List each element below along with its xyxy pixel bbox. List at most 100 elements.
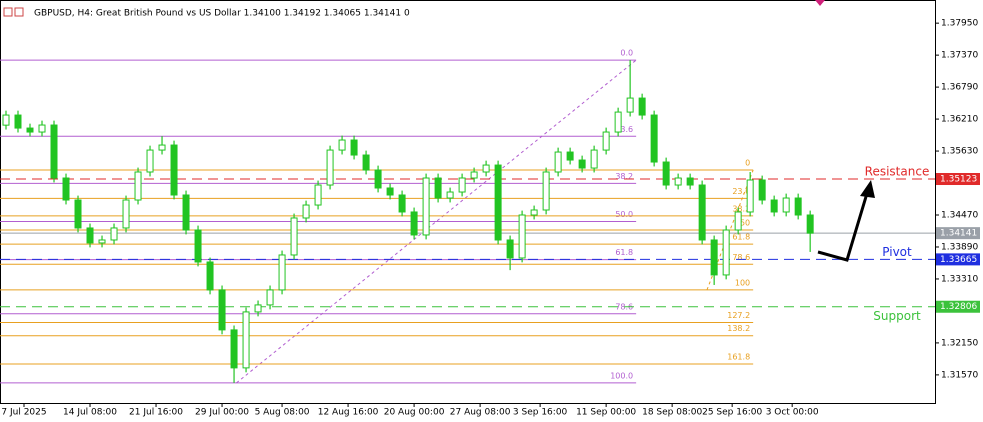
fib-label: 61.8 <box>615 248 633 257</box>
candle-body <box>290 217 298 256</box>
candle-body <box>746 179 754 213</box>
candle-body <box>326 149 334 186</box>
x-tick-label: 5 Aug 08:00 <box>255 408 310 418</box>
price-box-label: 1.35123 <box>940 175 977 185</box>
arrow <box>817 180 875 262</box>
y-tick-label: 1.31570 <box>941 370 978 380</box>
candle-body <box>806 214 814 234</box>
candle-body <box>530 209 538 216</box>
x-tick-label: 11 Sep 00:00 <box>576 408 636 418</box>
candle-body <box>266 289 274 306</box>
fib-label: 38.2 <box>732 204 750 213</box>
candle-body <box>98 239 106 244</box>
candle-body <box>230 329 238 369</box>
candle-body <box>50 124 58 179</box>
candle-body <box>482 164 490 173</box>
y-tick-label: 1.36790 <box>941 83 978 93</box>
candle-body <box>242 311 250 369</box>
candle-body <box>458 177 466 193</box>
y-tick-label: 1.35630 <box>941 147 978 157</box>
price-box <box>936 300 980 313</box>
level-name: Resistance <box>865 165 930 179</box>
candle-body <box>170 144 178 196</box>
candle-body <box>386 187 394 196</box>
marker <box>815 0 825 6</box>
x-tick-label: 27 Aug 08:00 <box>450 408 511 418</box>
candle-body <box>74 199 82 229</box>
y-tick-label: 1.37370 <box>941 51 978 61</box>
price-box-label: 1.34141 <box>940 229 977 239</box>
fib-label: 23.6 <box>732 187 750 196</box>
x-tick-label: 7 Jul 2025 <box>1 408 46 418</box>
fib-label: 38.2 <box>615 172 633 181</box>
x-tick-label: 12 Aug 16:00 <box>318 408 379 418</box>
candle-body <box>350 139 358 156</box>
candle-body <box>446 191 454 199</box>
x-tick-label: 3 Oct 00:00 <box>766 408 819 418</box>
candle-body <box>674 177 682 186</box>
fib-label: 100.0 <box>610 371 633 380</box>
level-name: Support <box>873 309 921 323</box>
candle-body <box>698 184 706 241</box>
candle-body <box>278 254 286 291</box>
candle-body <box>434 177 442 199</box>
candle-body <box>782 197 790 213</box>
candle-body <box>398 194 406 213</box>
y-tick-label: 1.32150 <box>941 338 978 348</box>
candle-body <box>86 227 94 244</box>
candle-body <box>146 149 154 173</box>
candle-body <box>122 199 130 229</box>
fib-label: 127.2 <box>727 311 750 320</box>
fib-label: 0 <box>745 159 750 168</box>
fib-label: 50 <box>740 218 750 227</box>
x-tick-label: 29 Jul 00:00 <box>195 408 249 418</box>
candle-body <box>554 151 562 173</box>
fib-label: 0.0 <box>620 49 633 58</box>
candle-body <box>542 171 550 211</box>
icon <box>3 7 13 17</box>
candle-body <box>218 289 226 331</box>
candle-body <box>110 227 118 241</box>
candle-body <box>302 204 310 219</box>
candle-body <box>470 171 478 179</box>
y-tick-label: 1.36210 <box>941 115 978 125</box>
price-box <box>936 227 980 240</box>
price-box <box>936 253 980 266</box>
candle-body <box>734 211 742 231</box>
x-tick-label: 25 Sep 16:00 <box>702 408 762 418</box>
candle-body <box>422 177 430 236</box>
fib-label: 61.8 <box>732 233 750 242</box>
fib-label: 161.8 <box>727 353 750 362</box>
candle-body <box>662 161 670 186</box>
candle-body <box>722 229 730 276</box>
price-box <box>936 173 980 186</box>
candle-body <box>338 139 346 151</box>
fib-label: 23.6 <box>615 125 633 134</box>
x-tick-label: 20 Aug 00:00 <box>384 408 445 418</box>
candle-body <box>62 177 70 201</box>
candle-body <box>254 304 262 313</box>
chart-title: GBPUSD, H4: Great British Pound vs US Do… <box>34 9 410 19</box>
x-tick-label: 18 Sep 08:00 <box>642 408 702 418</box>
fib-label: 138.2 <box>727 324 750 333</box>
candle-body <box>362 154 370 171</box>
candle-body <box>194 229 202 263</box>
candle-body <box>26 127 34 133</box>
y-tick-label: 1.34470 <box>941 211 978 221</box>
candle-body <box>314 184 322 206</box>
candle-body <box>14 114 22 129</box>
candle-body <box>578 159 586 169</box>
candle-body <box>206 261 214 291</box>
candle-body <box>566 151 574 161</box>
price-box-label: 1.32806 <box>940 302 977 312</box>
y-tick-label: 1.33310 <box>941 274 978 284</box>
plot-frame <box>0 0 936 404</box>
candle-body <box>626 97 634 113</box>
candle-body <box>410 211 418 236</box>
candle-body <box>614 111 622 133</box>
candle-body <box>650 114 658 163</box>
candle-body <box>134 171 142 201</box>
